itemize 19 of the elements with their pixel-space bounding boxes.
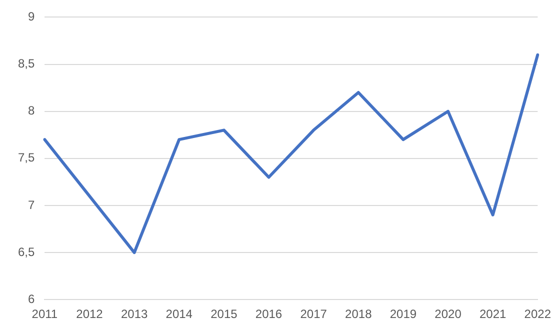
x-tick-label: 2019 <box>390 307 417 322</box>
y-tick-label: 6,5 <box>18 244 35 259</box>
x-tick-label: 2017 <box>300 307 328 322</box>
y-tick-label: 8,5 <box>18 56 35 71</box>
x-tick-label: 2013 <box>120 307 148 322</box>
x-tick-label: 2015 <box>210 307 238 322</box>
x-tick-label: 2022 <box>524 307 552 322</box>
x-tick-label: 2020 <box>434 307 462 322</box>
y-tick-label: 9 <box>28 10 35 24</box>
y-tick-label: 7,5 <box>18 150 35 165</box>
x-tick-label: 2018 <box>345 307 372 322</box>
y-tick-label: 7 <box>28 198 35 212</box>
x-tick-label: 2012 <box>76 307 104 322</box>
x-tick-label: 2016 <box>255 307 282 322</box>
x-tick-label: 2021 <box>479 307 507 322</box>
x-tick-label: 2011 <box>32 307 58 322</box>
x-tick-label: 2014 <box>166 307 193 322</box>
y-tick-label: 6 <box>28 292 35 306</box>
y-tick-label: 8 <box>28 104 35 118</box>
